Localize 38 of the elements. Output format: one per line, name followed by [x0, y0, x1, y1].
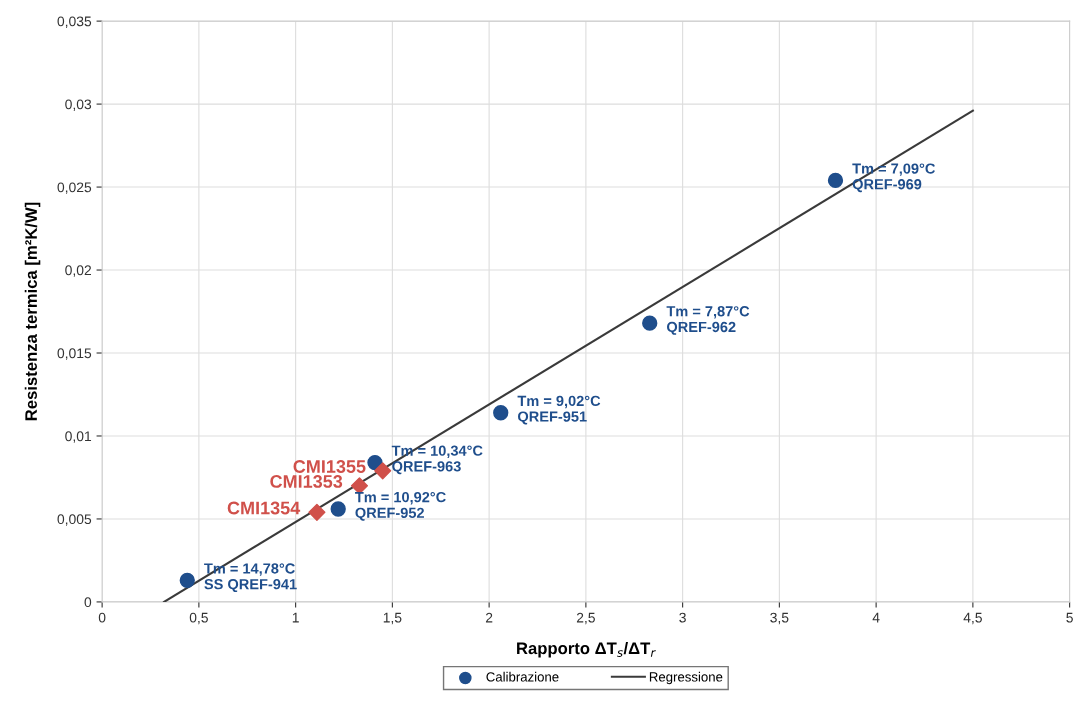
- y-tick-label: 0,005: [57, 514, 92, 526]
- x-tick-label: 4,5: [963, 612, 982, 625]
- x-tick-label: 1,5: [383, 612, 402, 625]
- y-tick-label: 0,01: [65, 431, 92, 443]
- point: [493, 405, 509, 421]
- legend-label: Calibrazione: [486, 671, 559, 682]
- point: [308, 503, 326, 521]
- x-tick-label: 1: [292, 612, 299, 623]
- annotation: Tm = 10,92°C QREF-952: [355, 491, 446, 521]
- annotation: Tm = 7,87°C QREF-962: [666, 306, 750, 335]
- annotation: Tm = 10,34°C QREF-963: [391, 445, 483, 475]
- annotation: Tm = 7,09°C QREF-969: [852, 163, 935, 193]
- x-tick-label: 2,5: [576, 612, 595, 625]
- annotation: CMI1353: [270, 475, 343, 488]
- y-tick-label: 0,015: [57, 348, 92, 360]
- annotation: Tm = 9,02°C QREF-951: [517, 395, 601, 425]
- y-tick-label: 0: [84, 597, 92, 608]
- x-tick-label: 2: [485, 612, 493, 623]
- annotation: CMI1354: [227, 501, 301, 515]
- y-tick-label: 0,03: [65, 99, 92, 111]
- x-tick-label: 3,5: [770, 612, 789, 625]
- point: [827, 172, 844, 189]
- point: [179, 572, 195, 588]
- y-tick-label: 0,02: [65, 265, 92, 277]
- x-tick-label: 0,5: [189, 612, 208, 625]
- point: [374, 462, 392, 480]
- y-axis-title: Resistenza termica [m²K/W]: [24, 202, 41, 421]
- x-tick-label: 4: [872, 612, 880, 623]
- legend-label: Regressione: [649, 671, 723, 685]
- y-tick-label: 0,025: [57, 182, 92, 194]
- x-axis-title: Rapporto ΔT$_{s}$/ΔT$_{r}$: [517, 641, 656, 658]
- point: [330, 501, 346, 517]
- annotation: CMI1355: [293, 460, 366, 473]
- x-tick-label: 0: [98, 612, 106, 623]
- point: [642, 315, 658, 331]
- x-tick-label: 5: [1066, 612, 1073, 623]
- x-tick-label: 3: [679, 612, 686, 623]
- y-tick-label: 0,035: [57, 16, 92, 28]
